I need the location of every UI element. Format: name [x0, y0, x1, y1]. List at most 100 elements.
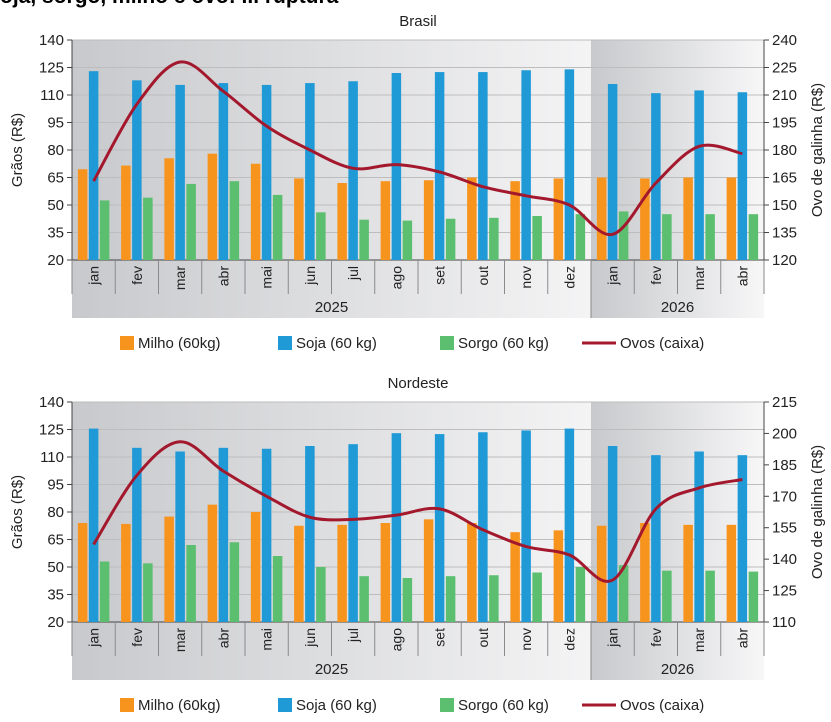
bar-sorgo [143, 563, 153, 622]
line-ovos [92, 440, 743, 583]
bar-soja [88, 428, 99, 622]
x-tick-label: jan [605, 266, 621, 286]
bar-soja [694, 451, 704, 622]
y-tick-label: 110 [40, 87, 64, 104]
bar-soja [348, 444, 358, 622]
x-tick-label: fev [648, 266, 664, 285]
x-tick-label: fev [648, 628, 664, 647]
bar-milho [596, 177, 607, 260]
bar-milho [250, 512, 261, 622]
bar-sorgo [186, 545, 196, 622]
bar-milho [294, 178, 304, 260]
legend-swatch [440, 698, 454, 712]
legend-swatch [278, 336, 292, 350]
bar-soja [391, 73, 402, 260]
y2-tick-label: 150 [772, 197, 797, 214]
legend-swatch [440, 336, 454, 350]
bar-sorgo [618, 565, 629, 622]
bar-soja [434, 434, 445, 622]
legend-swatch [120, 336, 134, 350]
x-tick-label: abr [215, 628, 231, 649]
y-tick-label: 65 [47, 532, 64, 549]
page-title: Soja, sorgo, milho e ovo: ... ruptura [0, 0, 338, 9]
bar-milho [726, 524, 737, 622]
bar-soja [305, 83, 315, 260]
bar-soja [261, 84, 272, 261]
bar-sorgo [99, 561, 110, 622]
bar-sorgo [229, 181, 240, 260]
bar-milho [207, 153, 218, 260]
bar-milho [337, 183, 347, 260]
x-tick-label: mai [259, 266, 275, 289]
y-tick-label: 125 [39, 422, 64, 439]
bar-sorgo [618, 211, 629, 260]
y2-tick-label: 120 [772, 252, 797, 269]
bar-sorgo [359, 219, 369, 260]
bar-sorgo [748, 571, 759, 622]
bar-soja [348, 81, 358, 260]
bar-milho [77, 169, 88, 260]
bar-milho [207, 504, 218, 622]
y2-tick-label: 170 [772, 488, 797, 505]
y-axis-label: Grãos (R$) [9, 113, 26, 187]
y2-tick-label: 165 [772, 170, 797, 187]
bar-soja [607, 446, 618, 622]
bar-milho [726, 177, 737, 260]
y2-tick-label: 110 [772, 614, 796, 631]
bar-milho [423, 519, 434, 622]
bar-soja [218, 83, 229, 260]
bar-sorgo [316, 212, 326, 260]
year-label-2026: 2026 [661, 299, 694, 316]
legend-swatch [120, 698, 134, 712]
legend-label: Milho (60kg) [138, 697, 221, 714]
legend-label: Ovos (caixa) [620, 335, 704, 352]
bar-sorgo [402, 220, 413, 260]
bar-soja [175, 84, 185, 261]
bar-soja [521, 430, 531, 622]
bar-soja [651, 93, 661, 261]
x-tick-label: ago [388, 266, 404, 290]
bar-soja [175, 451, 185, 622]
bar-soja [88, 71, 99, 261]
legend-swatch [278, 698, 292, 712]
x-tick-label: mar [172, 628, 188, 652]
y-tick-label: 95 [47, 477, 64, 494]
bar-milho [510, 532, 520, 622]
bar-milho [423, 180, 434, 260]
bar-soja [391, 433, 402, 622]
bar-milho [380, 181, 391, 260]
bar-sorgo [186, 183, 196, 260]
bar-milho [553, 530, 564, 622]
bar-soja [132, 447, 142, 622]
bar-sorgo [489, 217, 499, 260]
x-tick-label: nov [518, 628, 534, 651]
bar-sorgo [532, 572, 542, 622]
bar-soja [564, 69, 575, 260]
bar-sorgo [402, 578, 413, 622]
bar-sorgo [575, 567, 586, 622]
y2-axis-label: Ovo de galinha (R$) [809, 445, 826, 579]
legend-label: Sorgo (60 kg) [458, 335, 549, 352]
chart-brasil: Brasil 140 125 110 95 80 65 50 35 20 240 225 210 195 1… [9, 13, 826, 352]
x-tick-label: out [475, 628, 491, 648]
y2-tick-label: 185 [772, 457, 797, 474]
bar-milho [121, 165, 131, 260]
bar-sorgo [532, 216, 542, 260]
x-tick-label: dez [561, 628, 577, 651]
bar-milho [164, 516, 174, 622]
bar-milho [294, 525, 304, 622]
bar-soja [478, 432, 488, 622]
bar-soja [651, 455, 661, 622]
bar-milho [380, 523, 391, 622]
bar-milho [77, 523, 88, 622]
legend-label: Milho (60kg) [138, 335, 221, 352]
bar-sorgo [489, 575, 499, 622]
bar-sorgo [272, 556, 283, 622]
year-label-2025: 2025 [315, 299, 348, 316]
y-tick-label: 20 [47, 614, 64, 631]
legend-label: Soja (60 kg) [296, 335, 377, 352]
bar-sorgo [99, 200, 110, 260]
bar-sorgo [662, 570, 672, 622]
x-tick-label: mar [691, 628, 707, 652]
bar-milho [683, 177, 693, 260]
